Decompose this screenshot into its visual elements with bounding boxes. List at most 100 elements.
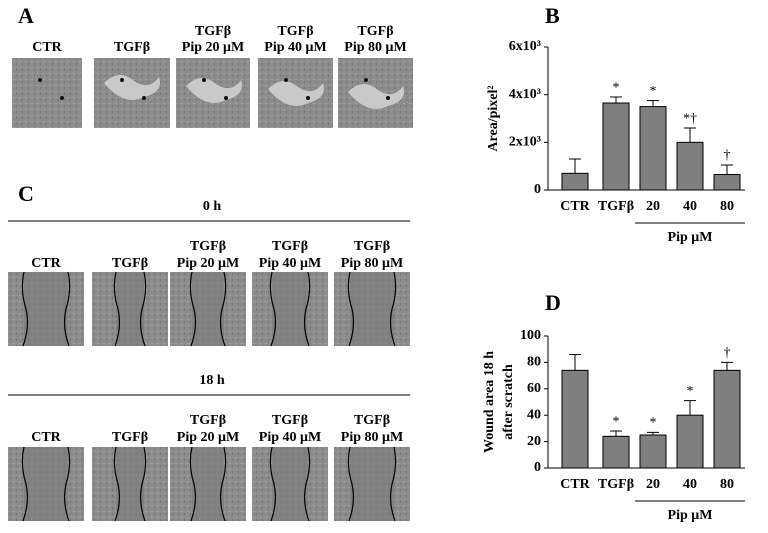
wound xyxy=(350,272,394,346)
bar xyxy=(676,414,704,469)
group-label: Pip μM xyxy=(668,230,713,245)
wound-edge xyxy=(389,446,397,522)
x-tick-label: 20 xyxy=(646,477,660,492)
blob xyxy=(104,74,160,100)
y-tick-label: 80 xyxy=(527,355,541,370)
y-axis-label: Wound area 18 h xyxy=(482,351,497,453)
image-label: CTR xyxy=(31,256,61,271)
dot xyxy=(364,78,368,82)
image-label: TGFβ xyxy=(114,40,150,55)
y-axis-label: after scratch xyxy=(501,364,516,440)
image-label: TGFβ xyxy=(354,239,390,254)
wound xyxy=(192,272,224,346)
image-label: TGFβ xyxy=(190,413,226,428)
bar xyxy=(602,435,630,469)
y-axis-label: Area/pixel² xyxy=(486,85,501,151)
panel-letter: C xyxy=(18,181,34,206)
dot xyxy=(306,96,310,100)
image-label: Pip 80 μM xyxy=(341,256,403,271)
y-tick-label: 4x10³ xyxy=(509,87,541,102)
bar xyxy=(639,106,667,191)
wound-edge xyxy=(189,271,197,347)
wound-edge xyxy=(303,446,311,522)
x-tick-label: 80 xyxy=(720,477,734,492)
x-tick-label: CTR xyxy=(560,199,590,214)
dot xyxy=(284,78,288,82)
x-tick-label: 80 xyxy=(720,199,734,214)
wound xyxy=(272,272,308,346)
group-label: Pip μM xyxy=(668,508,713,523)
significance: † xyxy=(724,148,731,163)
y-tick-label: 0 xyxy=(534,182,541,197)
x-tick-label: 40 xyxy=(683,199,697,214)
time-label: 18 h xyxy=(199,373,225,388)
image-label: Pip 40 μM xyxy=(259,256,321,271)
bar xyxy=(561,172,589,191)
significance: * xyxy=(613,80,620,95)
micrograph xyxy=(12,58,82,128)
bar xyxy=(713,174,741,191)
panel-letter: D xyxy=(545,290,561,315)
error-bar xyxy=(569,353,581,371)
x-tick-label: TGFβ xyxy=(598,199,634,214)
dot xyxy=(386,96,390,100)
blob xyxy=(268,80,324,106)
bar xyxy=(639,434,667,469)
y-tick-label: 20 xyxy=(527,434,541,449)
error-bar xyxy=(569,158,581,174)
image-label: Pip 40 μM xyxy=(264,40,326,55)
error-bar xyxy=(721,361,733,371)
image-label: Pip 20 μM xyxy=(177,256,239,271)
wound-edge xyxy=(389,271,397,347)
image-label: TGFβ xyxy=(277,24,313,39)
image-label: TGFβ xyxy=(112,256,148,271)
dot xyxy=(142,96,146,100)
image-label: CTR xyxy=(32,40,62,55)
significance: *† xyxy=(683,111,697,126)
wound-edge xyxy=(113,271,121,347)
image-label: TGFβ xyxy=(272,239,308,254)
wound-edge xyxy=(21,271,29,347)
dot xyxy=(202,78,206,82)
wound xyxy=(116,272,144,346)
x-tick-label: 20 xyxy=(646,199,660,214)
wound-edge xyxy=(219,271,227,347)
wound xyxy=(350,447,394,521)
image-label: TGFβ xyxy=(272,413,308,428)
wound-edge xyxy=(113,446,121,522)
image-label: TGFβ xyxy=(195,24,231,39)
time-label: 0 h xyxy=(203,199,222,214)
wound-edge xyxy=(219,446,227,522)
significance: * xyxy=(613,414,620,429)
wound-edge xyxy=(139,271,147,347)
dot xyxy=(60,96,64,100)
panel-letter: B xyxy=(545,3,560,28)
wound-edge xyxy=(303,271,311,347)
wound-edge xyxy=(269,446,277,522)
wound-edge xyxy=(139,446,147,522)
image-label: CTR xyxy=(31,430,61,445)
wound xyxy=(24,447,68,521)
significance: † xyxy=(724,346,731,361)
x-tick-label: CTR xyxy=(560,477,590,492)
image-label: Pip 80 μM xyxy=(344,40,406,55)
image-label: Pip 40 μM xyxy=(259,430,321,445)
error-bar xyxy=(684,127,696,143)
x-tick-label: 40 xyxy=(683,477,697,492)
image-label: TGFβ xyxy=(354,413,390,428)
image-label: Pip 80 μM xyxy=(341,430,403,445)
error-bar xyxy=(610,430,622,437)
dot xyxy=(120,78,124,82)
wound xyxy=(272,447,308,521)
wound-edge xyxy=(347,271,355,347)
error-bar xyxy=(721,164,733,175)
wound xyxy=(192,447,224,521)
bar xyxy=(561,369,589,469)
significance: * xyxy=(650,416,657,431)
error-bar xyxy=(684,400,696,416)
significance: * xyxy=(687,384,694,399)
image-label: Pip 20 μM xyxy=(177,430,239,445)
wound-edge xyxy=(63,271,71,347)
wound-edge xyxy=(63,446,71,522)
